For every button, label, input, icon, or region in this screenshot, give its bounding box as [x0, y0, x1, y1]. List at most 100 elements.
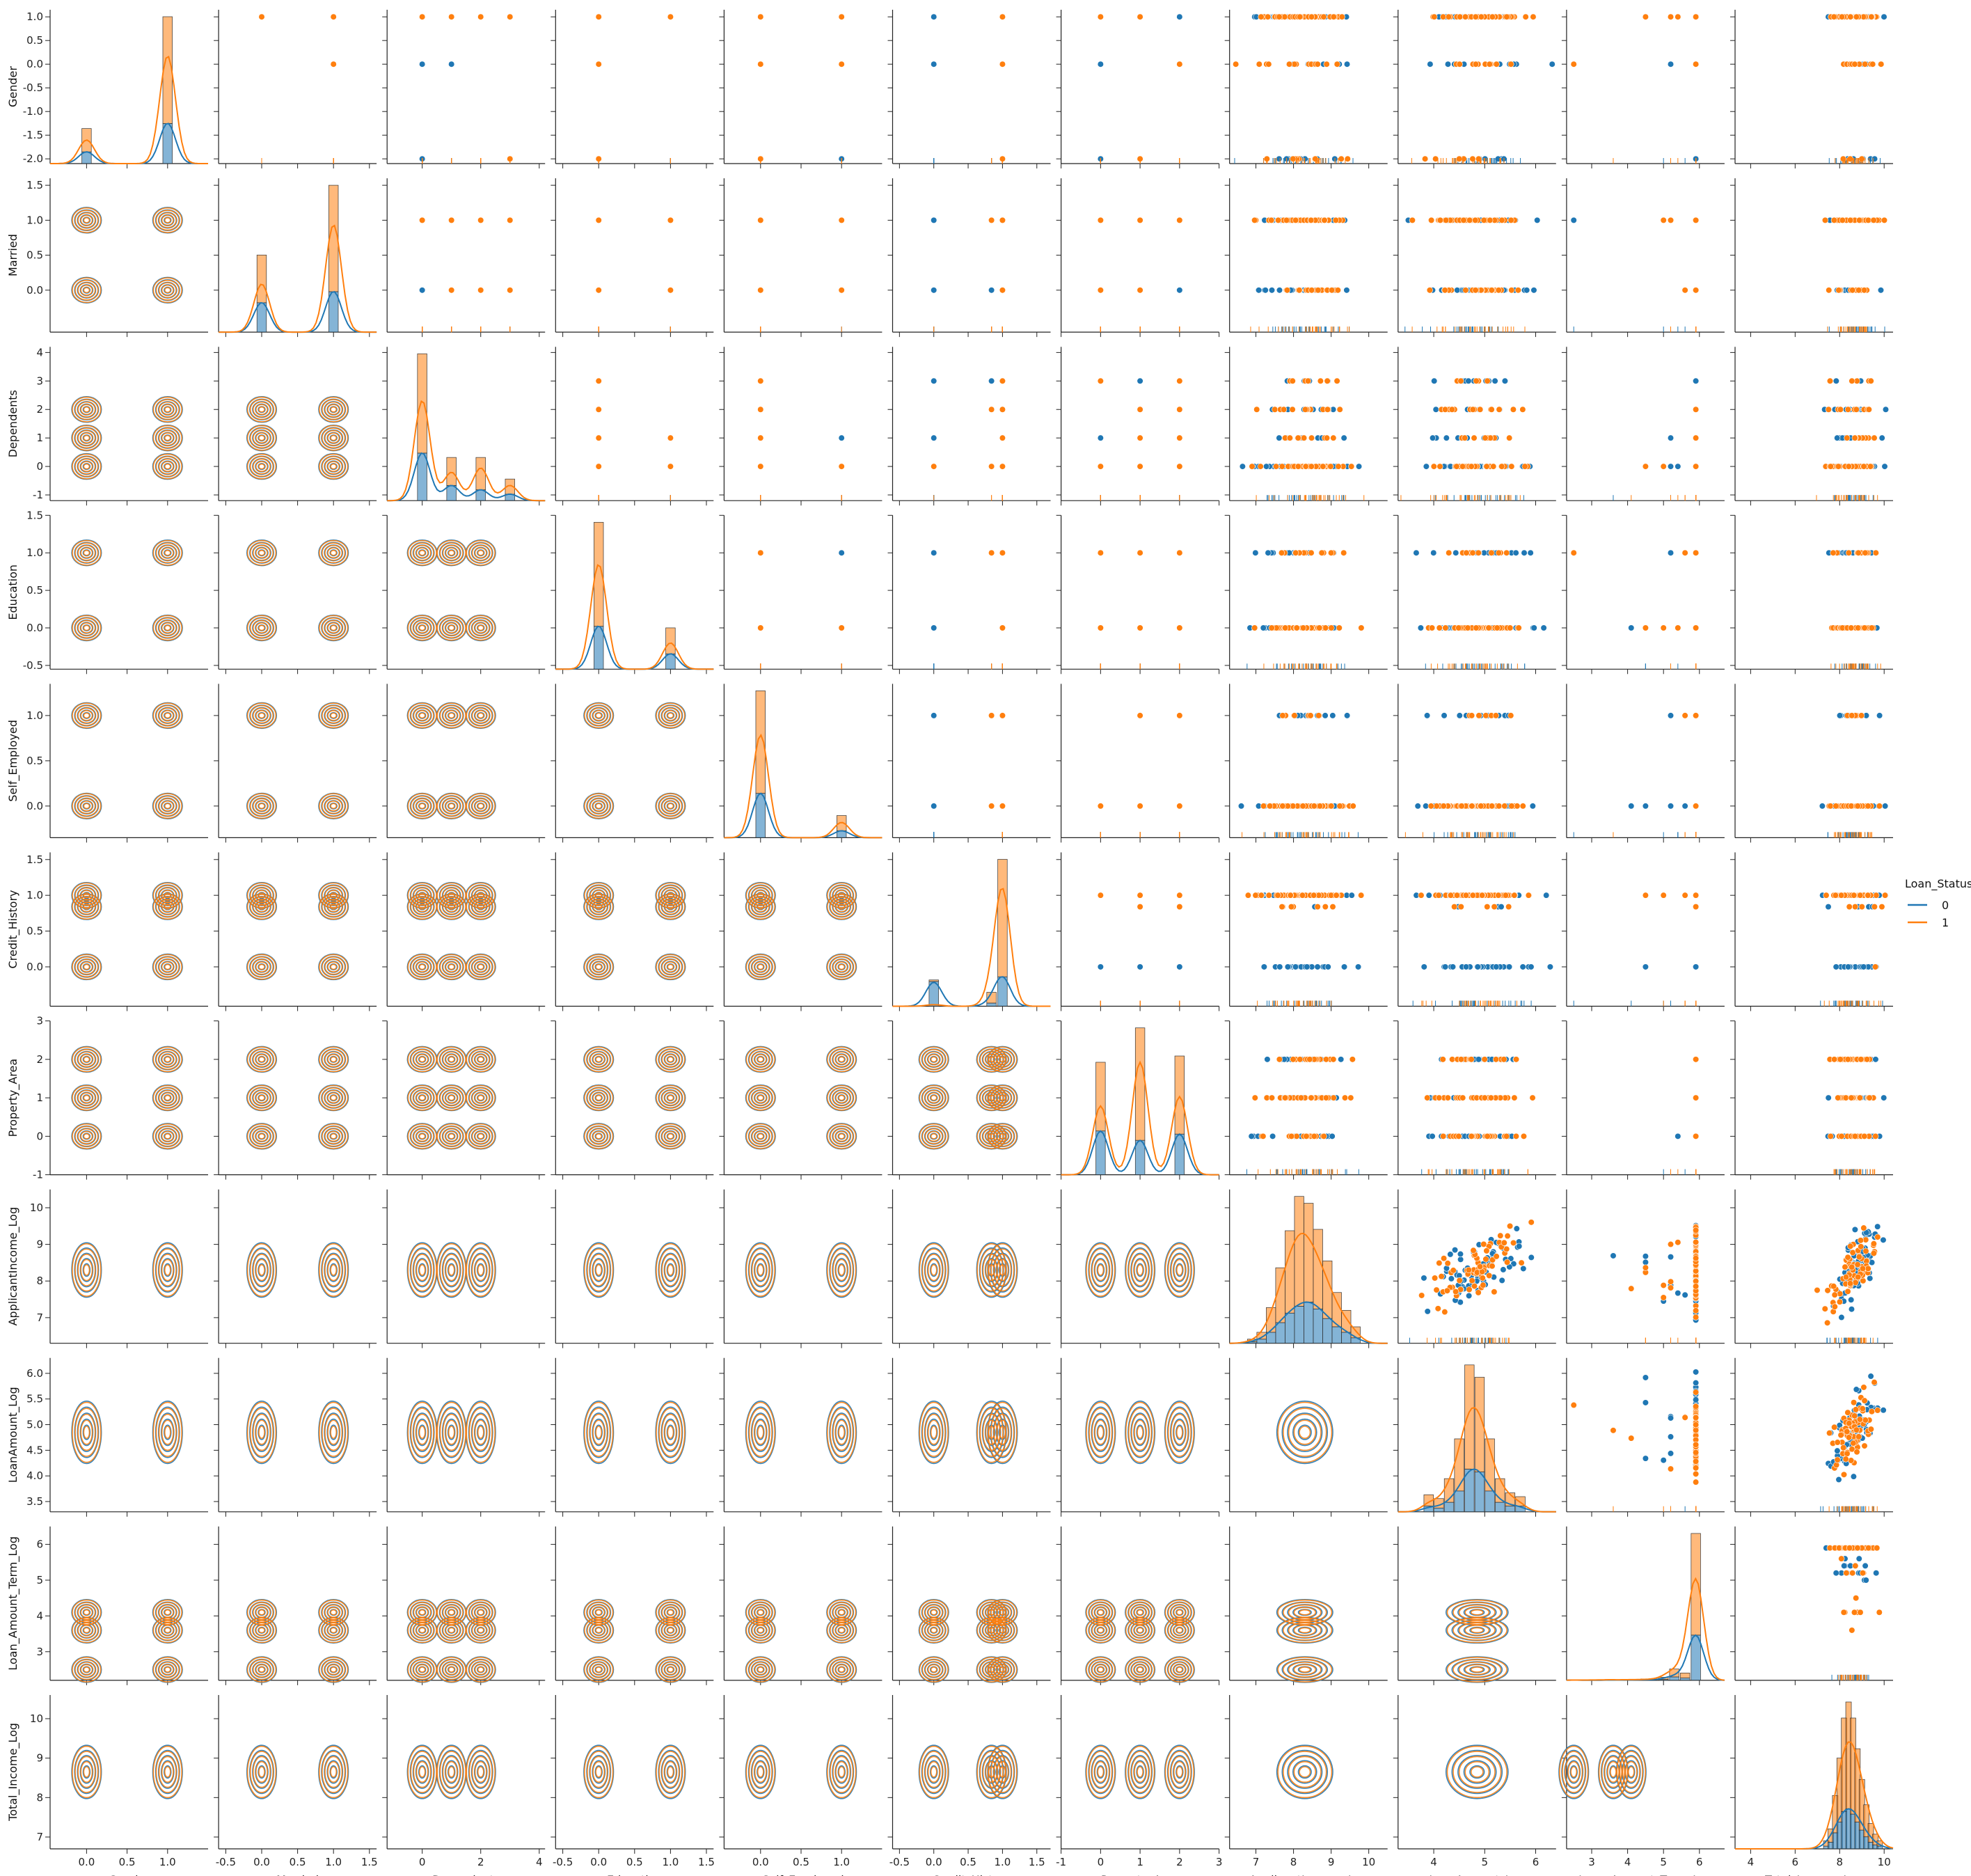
x-tick-label: 0.5 — [119, 1856, 136, 1868]
scatter-point — [988, 463, 995, 470]
scatter-point — [419, 13, 426, 20]
y-tick-label: 3.5 — [26, 1495, 43, 1508]
scatter-point — [931, 216, 937, 223]
scatter-point — [1835, 287, 1842, 294]
scatter-point — [1878, 434, 1885, 441]
scatter-point — [1176, 287, 1183, 294]
panel-loan-amount-term-log-vs-property-area — [1056, 1526, 1220, 1685]
scatter-point — [1465, 377, 1472, 384]
panel-married-vs-gender: 0.0 0.5 1.0 1.5 — [26, 178, 208, 338]
scatter-point — [1176, 13, 1183, 20]
scatter-point — [1256, 287, 1262, 294]
scatter-point — [1472, 13, 1479, 20]
scatter-point — [1534, 216, 1541, 223]
y-tick-label: 0.5 — [26, 584, 43, 597]
y-tick-label: 1.5 — [26, 179, 43, 191]
y-axis-label-married: Married — [6, 234, 19, 276]
scatter-point — [1436, 216, 1444, 223]
panel-education-vs-loanamount-log — [1393, 514, 1556, 675]
scatter-point — [1472, 216, 1479, 223]
scatter-point — [1472, 287, 1479, 294]
panel-gender-vs-credit-history — [887, 10, 1051, 168]
scatter-point — [1869, 61, 1876, 68]
panel-credit-history-vs-applicantincome-log — [1224, 852, 1388, 1011]
scatter-point — [1320, 463, 1327, 470]
scatter-point — [1471, 434, 1478, 441]
panel-education-vs-dependents — [382, 514, 546, 675]
scatter-point — [1409, 216, 1416, 223]
scatter-point — [1877, 287, 1885, 294]
scatter-point — [1265, 61, 1272, 68]
y-tick-label: 5 — [36, 1574, 43, 1586]
panel-married-vs-self-employed — [719, 178, 882, 338]
scatter-point — [1530, 287, 1537, 294]
scatter-point — [1459, 463, 1466, 470]
scatter-point — [1330, 13, 1337, 20]
scatter-point — [1490, 463, 1497, 470]
panel-dependents-vs-loanamount-log — [1393, 347, 1556, 506]
x-tick-label: 0.5 — [793, 1856, 809, 1868]
scatter-point — [1176, 406, 1183, 413]
scatter-point — [1239, 463, 1246, 470]
y-tick-label: 8 — [36, 1275, 43, 1287]
scatter-point — [419, 287, 426, 294]
scatter-point — [1839, 216, 1846, 223]
x-tick-label: 5 — [1660, 1856, 1667, 1868]
panel-loan-amount-term-log-vs-credit-history — [887, 1526, 1051, 1685]
scatter-point — [1137, 434, 1143, 441]
scatter-gender-vs-self-employed — [757, 13, 845, 164]
y-tick-label: 6 — [36, 1538, 43, 1551]
x-tick-label: 8 — [1290, 1856, 1297, 1868]
scatter-point — [1462, 13, 1469, 20]
y-tick-label: 7 — [36, 1831, 43, 1843]
y-tick-label: -1.5 — [23, 129, 43, 141]
scatter-point — [1253, 406, 1260, 413]
scatter-point — [1423, 463, 1430, 470]
scatter-point — [595, 434, 602, 441]
scatter-point — [1519, 406, 1526, 413]
scatter-point — [1693, 463, 1700, 470]
panel-self-employed-vs-married — [214, 684, 377, 843]
scatter-point — [931, 287, 937, 294]
scatter-point — [1275, 216, 1282, 223]
scatter-point — [1333, 377, 1340, 384]
y-axis-label-credit-history: Credit_History — [6, 890, 20, 968]
panel-total-income-log-vs-dependents: 0 2 4 — [382, 1695, 546, 1868]
scatter-point — [1302, 463, 1309, 470]
x-axis-label-gender: Gender — [109, 1873, 150, 1876]
y-tick-label: 10 — [30, 1201, 43, 1214]
scatter-point — [1258, 13, 1265, 20]
panel-credit-history-vs-property-area — [1056, 852, 1220, 1011]
scatter-point — [1335, 463, 1342, 470]
scatter-dependents-vs-applicantincome-log — [1239, 377, 1365, 501]
y-tick-label: 2 — [36, 403, 43, 416]
scatter-point — [1233, 61, 1240, 68]
panel-married-vs-applicantincome-log — [1224, 178, 1388, 338]
scatter-point — [1849, 287, 1856, 294]
x-axis-label-self-employed: Self_Employed — [762, 1873, 844, 1876]
scatter-married-vs-applicantincome-log — [1250, 216, 1350, 333]
scatter-point — [1486, 61, 1493, 68]
scatter-point — [1276, 287, 1283, 294]
y-axis-label-property-area: Property_Area — [6, 1059, 20, 1137]
scatter-point — [1332, 216, 1339, 223]
scatter-married-vs-dependents — [419, 216, 514, 333]
panel-married-vs-loan-amount-term-log — [1561, 178, 1725, 338]
scatter-point — [1272, 406, 1279, 413]
scatter-point — [1851, 61, 1858, 68]
scatter-point — [1296, 287, 1303, 294]
scatter-point — [1315, 287, 1322, 294]
scatter-point — [1176, 61, 1183, 68]
panel-credit-history-vs-loan-amount-term-log — [1561, 852, 1725, 1011]
scatter-point — [1292, 216, 1299, 223]
scatter-point — [1667, 13, 1675, 20]
scatter-point — [1473, 377, 1480, 384]
scatter-point — [1456, 155, 1463, 162]
scatter-point — [1693, 377, 1700, 384]
scatter-gender-vs-total-income-log — [1825, 13, 1887, 164]
panel-applicantincome-log-vs-gender: 7 8 9 10 — [30, 1189, 208, 1348]
y-tick-label: 3 — [36, 1646, 43, 1658]
scatter-point — [1881, 216, 1888, 223]
scatter-point — [419, 61, 426, 68]
scatter-point — [1295, 463, 1301, 470]
